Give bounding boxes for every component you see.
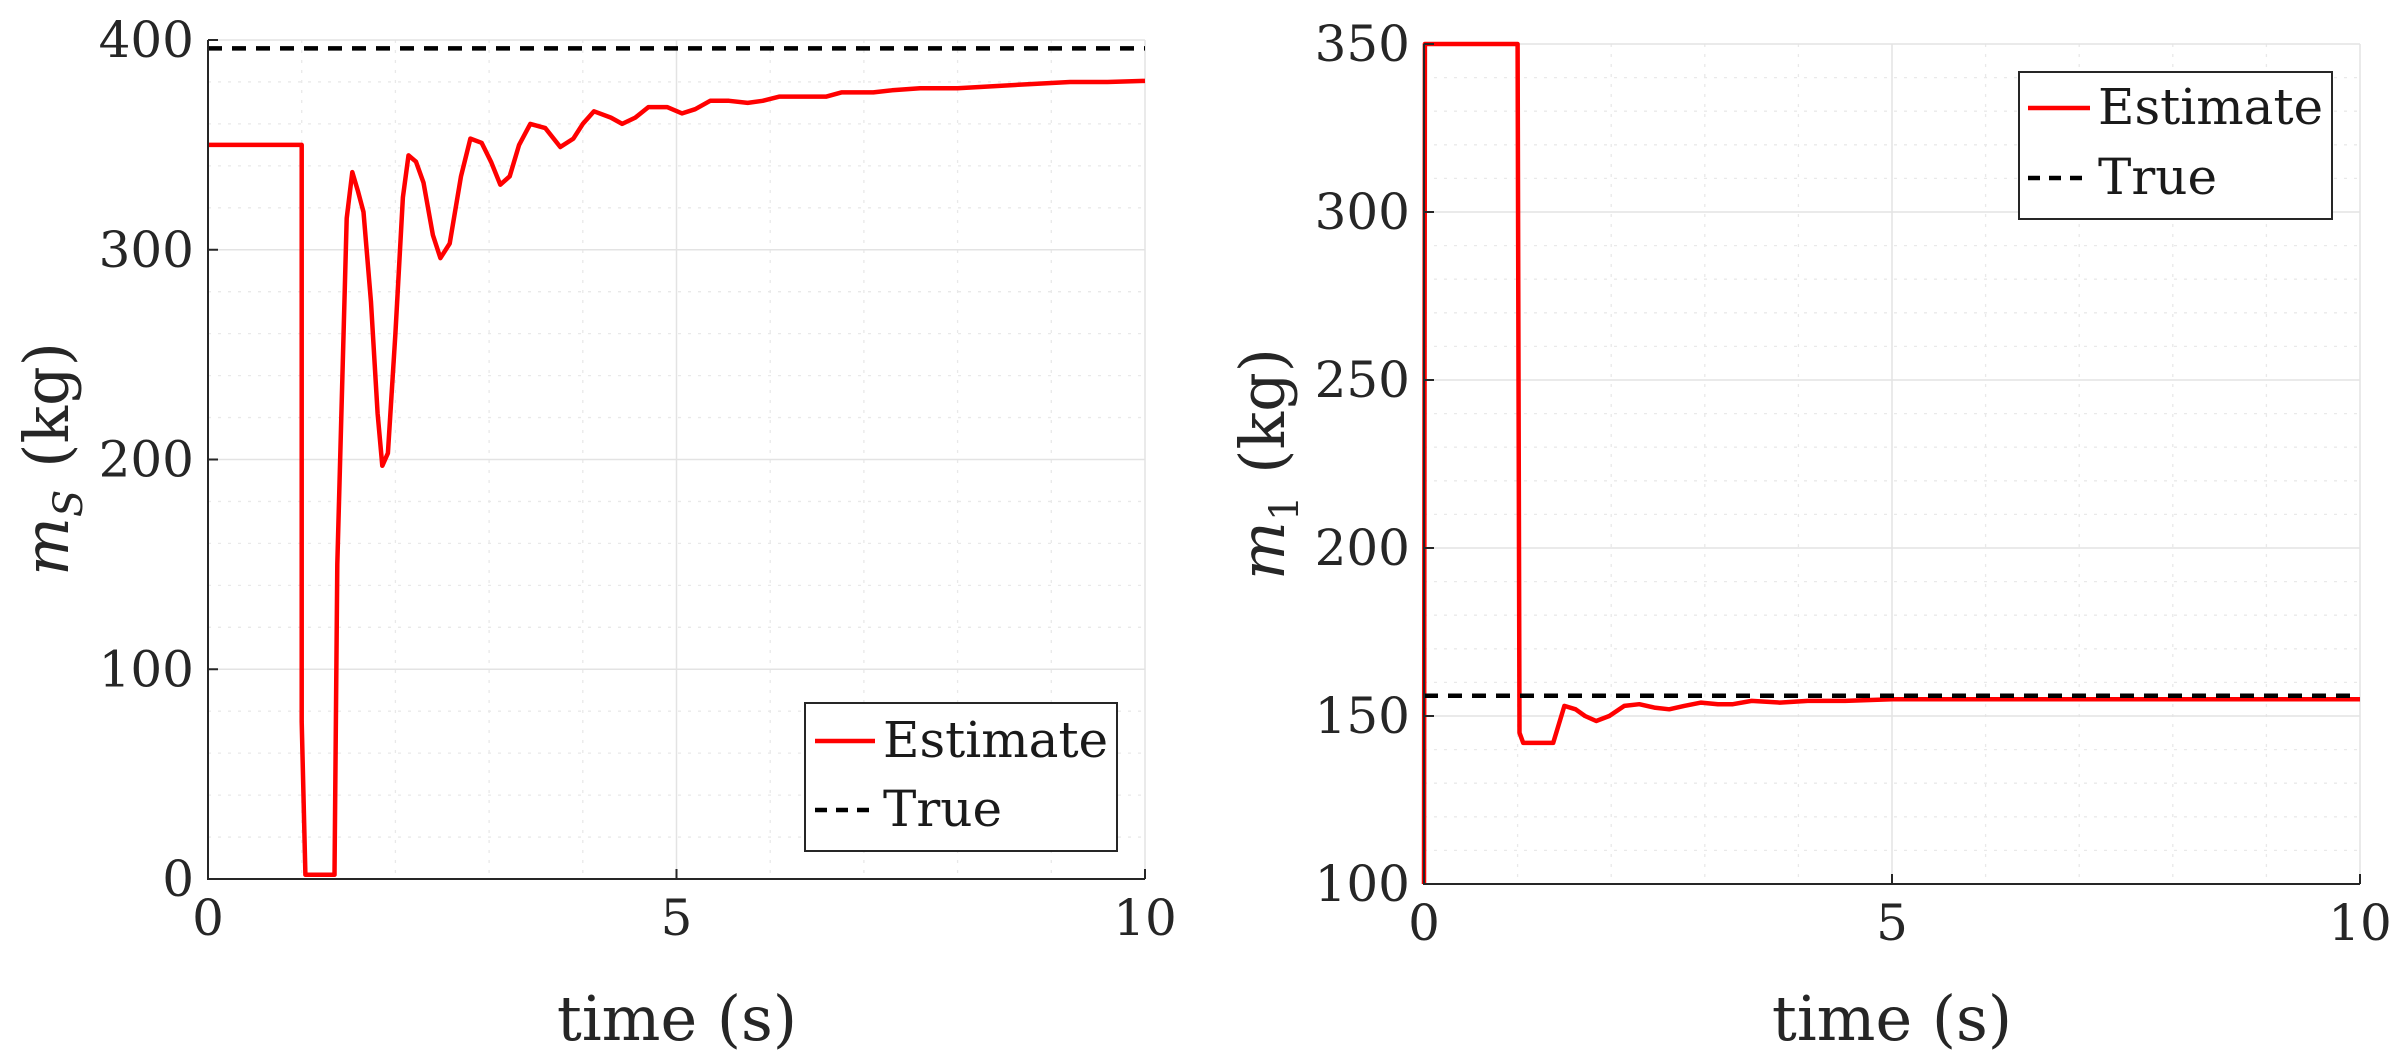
y-tick-label: 200 — [1315, 519, 1410, 577]
legend-label-estimate: Estimate — [883, 711, 1108, 769]
legend-label-estimate: Estimate — [2098, 78, 2323, 136]
series-line-estimate — [1421, 41, 2360, 885]
grid-mass-s — [207, 39, 1146, 880]
series-group-mass-1 — [1421, 41, 2360, 885]
y-tick-label: 100 — [1315, 855, 1410, 913]
y-axis-label-mass-1: m1(kg) — [1226, 348, 1308, 580]
legend-box-mass-s — [804, 702, 1118, 852]
x-tick-label: 5 — [1876, 894, 1908, 952]
x-tick-label: 0 — [1408, 894, 1440, 952]
y-tick-label: 0 — [162, 850, 194, 908]
legend-mass-1: Estimate True — [2018, 71, 2333, 220]
series-group-mass-s — [208, 46, 1146, 878]
legend-label-true: True — [2098, 148, 2217, 206]
y-tick-label: 300 — [1315, 183, 1410, 241]
y-tick-label: 100 — [99, 640, 194, 698]
legend-box-mass-1 — [2018, 71, 2333, 220]
y-tick-label: 200 — [99, 431, 194, 489]
legend-label-true: True — [883, 780, 1002, 838]
x-tick-label: 0 — [192, 889, 224, 947]
x-tick-label: 10 — [1113, 889, 1177, 947]
legend-mass-s: Estimate True — [804, 702, 1118, 852]
series-line-estimate — [208, 78, 1146, 878]
y-tick-label: 400 — [99, 11, 194, 69]
y-tick-label: 350 — [1315, 15, 1410, 73]
x-tick-label: 10 — [2328, 894, 2392, 952]
y-tick-label: 300 — [99, 221, 194, 279]
chart-panel-mass-1: 0 5 10 100 150 200 250 300 350 time (s) m1(kg) E… — [1226, 15, 2392, 1055]
y-axis-label-mass-s: mS(kg) — [10, 342, 92, 576]
x-axis-label-mass-s: time (s) — [557, 982, 797, 1055]
tick-labels-mass-1: 0 5 10 100 150 200 250 300 350 — [1315, 15, 2392, 952]
ticks-mass-1 — [1423, 43, 2361, 885]
y-tick-label: 150 — [1315, 687, 1410, 745]
y-tick-label: 250 — [1315, 351, 1410, 409]
x-axis-label-mass-1: time (s) — [1772, 982, 2012, 1055]
x-tick-label: 5 — [661, 889, 693, 947]
ticks-mass-s — [207, 39, 1146, 880]
